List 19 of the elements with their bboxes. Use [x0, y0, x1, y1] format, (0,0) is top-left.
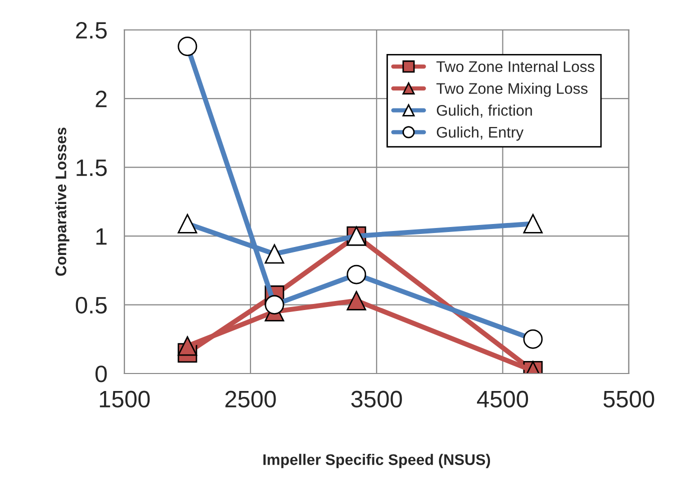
legend-label: Two Zone Mixing Loss: [436, 82, 588, 97]
legend-label: Gulich, Entry: [436, 126, 524, 141]
y-axis-title: Comparative Losses: [55, 128, 70, 276]
x-tick-label: 5500: [603, 390, 654, 408]
y-tick-label: 1.5: [76, 160, 107, 176]
x-tick-label: 4500: [476, 390, 528, 408]
legend-label: Gulich, friction: [436, 104, 532, 118]
y-tick-label: 0: [96, 366, 107, 382]
y-tick-label: 2.5: [76, 22, 107, 39]
y-tick-label: 1: [96, 228, 107, 245]
y-tick-label: 0.5: [76, 296, 107, 314]
point: [178, 336, 198, 356]
x-tick-label: 1500: [100, 390, 150, 408]
point: [346, 290, 366, 310]
x-axis-title: Impeller Specific Speed (NSUS): [263, 454, 490, 468]
x-tick-label: 2500: [225, 390, 276, 408]
x-tick-label: 3500: [351, 390, 402, 408]
y-tick-label: 2: [96, 90, 107, 108]
legend-label: Two Zone Internal Loss: [436, 60, 594, 72]
